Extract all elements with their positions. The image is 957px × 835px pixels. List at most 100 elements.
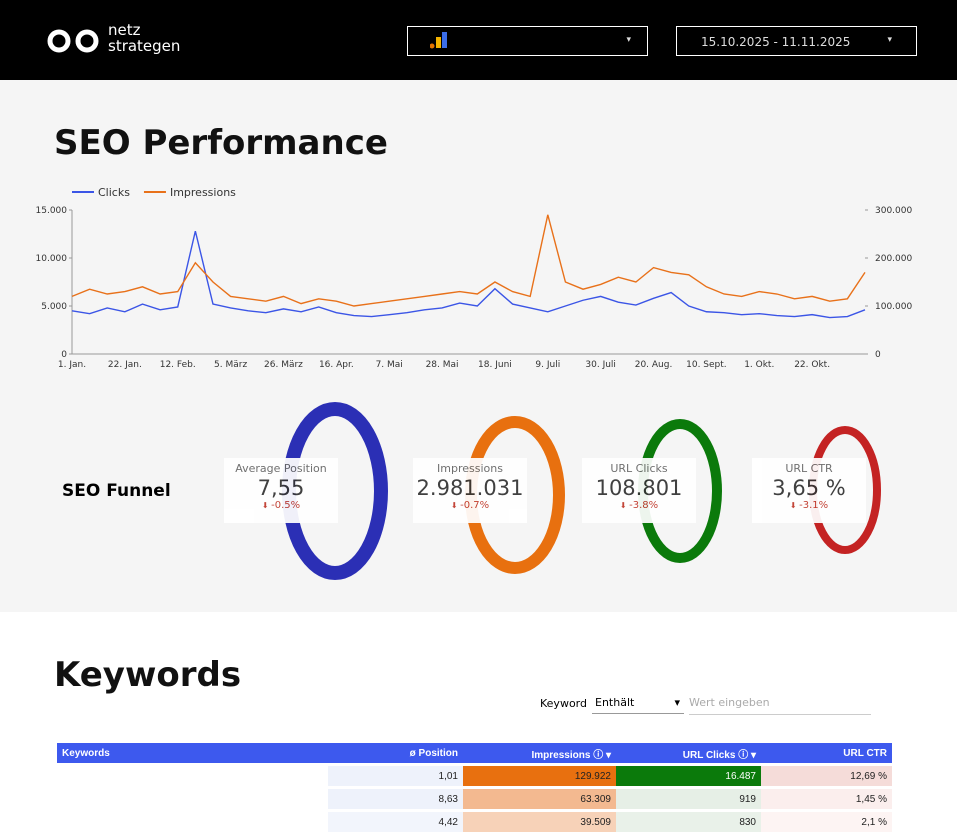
- x-tick-label: 28. Mai: [426, 360, 459, 370]
- top-bar: netz strategen ▾ 15.10.2025 - 11.11.2025…: [0, 0, 957, 80]
- logo: netz strategen: [108, 22, 180, 54]
- down-arrow: ⬇: [261, 501, 272, 510]
- header-text: Keywords: [62, 747, 110, 759]
- y-tick-label: 200.000: [875, 254, 912, 264]
- line-chart: 0 5.000 10.000 15.000 0 100.000 200.000 300.000…: [36, 186, 913, 370]
- x-tick-label: 5. März: [214, 360, 247, 370]
- date-range: 15.10.2025 - 11.11.2025: [701, 35, 851, 49]
- x-tick-label: 7. Mai: [376, 360, 403, 370]
- column-header: URL CTR: [761, 743, 892, 766]
- table-cell: 1,45 %: [761, 787, 892, 812]
- account-selector[interactable]: ▾: [407, 26, 648, 56]
- kpi-change-value: -0.5%: [271, 500, 301, 511]
- x-tick-label: 16. Apr.: [319, 360, 354, 370]
- header-text: Impressions: [531, 749, 591, 761]
- table-cell: 830: [616, 810, 761, 835]
- kpi-card: URL CTR 3,65 % ⬇ -3.1%: [752, 458, 866, 523]
- logo-text: netz: [108, 21, 141, 39]
- legend-label: Impressions: [170, 186, 236, 199]
- x-tick-label: 1. Jan.: [58, 360, 86, 370]
- filter-field: Keyword: [540, 697, 587, 710]
- down-arrow: ⬇: [619, 501, 630, 510]
- section-title: SEO Performance: [54, 123, 388, 163]
- keyword-cell: [57, 787, 328, 812]
- y-tick-label: 0: [875, 350, 881, 360]
- table-cell: 919: [616, 787, 761, 812]
- logo-text: strategen: [108, 37, 181, 55]
- kpi-change-value: -3.1%: [799, 500, 829, 511]
- x-tick-label: 18. Juni: [478, 360, 512, 370]
- table-cell: 1,01: [328, 764, 463, 789]
- column-header: ø Position: [328, 743, 463, 766]
- x-tick-label: 9. Juli: [535, 360, 560, 370]
- header-text: ø Position: [409, 747, 458, 759]
- header-text: URL CTR: [843, 747, 887, 759]
- table-cell: 8,63: [328, 787, 463, 812]
- x-tick-label: 20. Aug.: [635, 360, 673, 370]
- keyword-cell: [57, 810, 328, 835]
- table-cell: 12,69 %: [761, 764, 892, 789]
- kpi-value: 2.981.031: [416, 476, 524, 500]
- placeholder: Wert eingeben: [689, 696, 770, 709]
- x-tick-label: 26. März: [264, 360, 303, 370]
- keyword-cell: [57, 764, 328, 789]
- x-tick-label: 22. Okt.: [794, 360, 830, 370]
- header-text: URL Clicks: [682, 749, 736, 761]
- series-line: [71, 214, 866, 307]
- x-tick-label: 22. Jan.: [108, 360, 142, 370]
- column-header[interactable]: URL Clicks ⓘ ▾: [616, 743, 761, 766]
- table-row: 4,42 39.509 830 2,1 %: [57, 810, 892, 835]
- kpi-label: Impressions: [437, 462, 503, 475]
- kpi-value: 7,55: [257, 476, 305, 500]
- x-tick-label: 30. Juli: [585, 360, 616, 370]
- table-cell: 2,1 %: [761, 810, 892, 835]
- operator-select[interactable]: Enthält ▾: [592, 694, 684, 714]
- kpi-label: URL Clicks: [610, 462, 668, 475]
- x-tick-label: 12. Feb.: [160, 360, 196, 370]
- date-selector[interactable]: 15.10.2025 - 11.11.2025 ▾: [676, 26, 917, 56]
- filter-input[interactable]: Wert eingeben: [689, 694, 871, 715]
- y-tick-label: 300.000: [875, 206, 912, 216]
- y-tick-label: 5.000: [41, 302, 67, 312]
- kpi-value: 108.801: [595, 476, 683, 500]
- kpi-card: Average Position 7,55 ⬇ -0.5%: [224, 458, 338, 523]
- keyword-table: Keywords ø Position Impressions ⓘ ▾ URL Cli…: [57, 743, 892, 835]
- operator: Enthält: [595, 696, 635, 709]
- dropdown-arrow: ▾: [887, 35, 892, 45]
- kpi-card: Impressions 2.981.031 ⬇ -0.7%: [413, 458, 527, 523]
- x-tick-label: 10. Sept.: [686, 360, 727, 370]
- sort-icon: ⓘ ▾: [735, 749, 756, 761]
- ga-icon: [430, 32, 447, 49]
- table-cell: 16.487: [616, 764, 761, 789]
- kpi-value: 3,65 %: [772, 476, 846, 500]
- kpi-card: URL Clicks 108.801 ⬇ -3.8%: [582, 458, 696, 523]
- table-cell: 63.309: [463, 787, 616, 812]
- series-line: [71, 230, 866, 319]
- kpi-label: Average Position: [235, 462, 327, 475]
- kpi-change-value: -0.7%: [460, 500, 490, 511]
- y-tick-label: 0: [61, 350, 67, 360]
- sort-icon: ⓘ ▾: [590, 749, 611, 761]
- kpi-label: URL CTR: [785, 462, 833, 475]
- kpi-change: ⬇ -0.5%: [224, 500, 338, 511]
- table-cell: 129.922: [463, 764, 616, 789]
- table-body: Keywords ø Position Impressions ⓘ ▾ URL Cli…: [57, 743, 892, 835]
- column-header: Keywords: [57, 743, 328, 766]
- dropdown-arrow: ▾: [674, 696, 680, 709]
- table-cell: 4,42: [328, 810, 463, 835]
- table-row: 1,01 129.922 16.487 12,69 %: [57, 764, 892, 789]
- x-tick-label: 1. Okt.: [744, 360, 774, 370]
- column-header[interactable]: Impressions ⓘ ▾: [463, 743, 616, 766]
- logo-icon: [47, 29, 99, 53]
- y-tick-label: 100.000: [875, 302, 912, 312]
- kpi-change: ⬇ -3.1%: [752, 500, 866, 511]
- funnel-title: SEO Funnel: [62, 481, 171, 501]
- legend-label: Clicks: [98, 186, 130, 199]
- kpi-change: ⬇ -0.7%: [413, 500, 527, 511]
- section-title: Keywords: [54, 655, 242, 695]
- kpi-change-value: -3.8%: [629, 500, 659, 511]
- dropdown-arrow: ▾: [626, 35, 631, 45]
- down-arrow: ⬇: [789, 501, 800, 510]
- kpi-change: ⬇ -3.8%: [582, 500, 696, 511]
